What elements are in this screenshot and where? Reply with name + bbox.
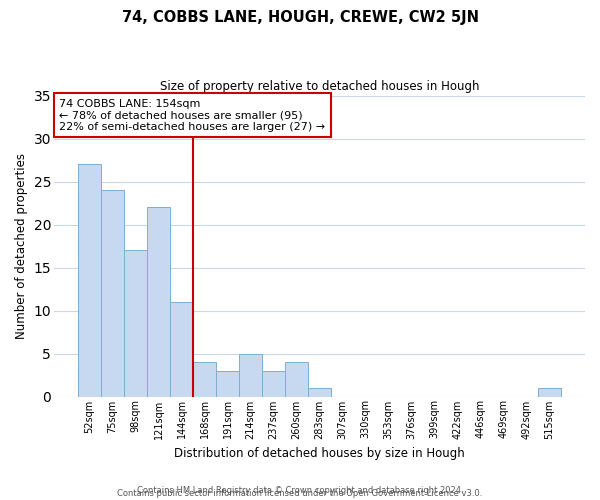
Bar (170, 302, 193, 396)
X-axis label: Distribution of detached houses by size in Hough: Distribution of detached houses by size … (174, 447, 465, 460)
Bar (239, 354, 262, 397)
Bar (262, 370, 285, 396)
Text: Contains HM Land Registry data © Crown copyright and database right 2024.: Contains HM Land Registry data © Crown c… (137, 486, 463, 495)
Bar (285, 362, 308, 396)
Bar (193, 362, 216, 396)
Bar (78, 164, 101, 396)
Y-axis label: Number of detached properties: Number of detached properties (15, 153, 28, 339)
Text: 74 COBBS LANE: 154sqm
← 78% of detached houses are smaller (95)
22% of semi-deta: 74 COBBS LANE: 154sqm ← 78% of detached … (59, 98, 325, 132)
Title: Size of property relative to detached houses in Hough: Size of property relative to detached ho… (160, 80, 479, 93)
Bar (147, 208, 170, 396)
Text: 74, COBBS LANE, HOUGH, CREWE, CW2 5JN: 74, COBBS LANE, HOUGH, CREWE, CW2 5JN (121, 10, 479, 25)
Bar (216, 370, 239, 396)
Bar (101, 190, 124, 396)
Bar (538, 388, 561, 396)
Text: Contains public sector information licensed under the Open Government Licence v3: Contains public sector information licen… (118, 488, 482, 498)
Bar (308, 388, 331, 396)
Bar (124, 250, 147, 396)
